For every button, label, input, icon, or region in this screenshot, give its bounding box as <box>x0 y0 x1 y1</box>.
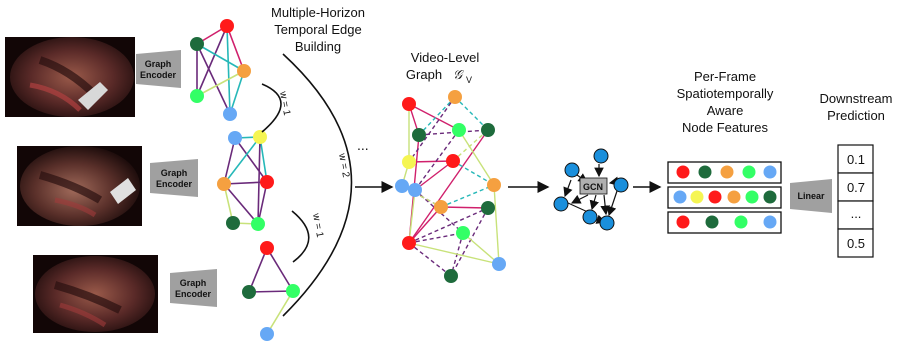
ellipsis-label: ... <box>357 137 369 153</box>
window-label-1: w = 1 <box>277 90 292 117</box>
svg-text:Graph: Graph <box>145 59 172 69</box>
graph-encoder-2: Graph Encoder <box>150 159 198 197</box>
graph-encoder-3: Graph Encoder <box>170 269 217 307</box>
svg-text:Graph: Graph <box>406 67 442 82</box>
svg-text:Per-Frame: Per-Frame <box>694 69 756 84</box>
prediction-table: 0.1 0.7 ... 0.5 <box>837 144 874 258</box>
svg-text:Prediction: Prediction <box>827 108 885 123</box>
svg-text:Aware: Aware <box>707 103 744 118</box>
svg-text:Video-Level: Video-Level <box>411 50 480 65</box>
svg-text:Spatiotemporally: Spatiotemporally <box>677 86 774 101</box>
svg-text:Downstream: Downstream <box>820 91 893 106</box>
video-title: Video-Level Graph 𝒢 V <box>406 50 479 85</box>
svg-text:Encoder: Encoder <box>156 179 193 189</box>
frame-graph-2 <box>217 130 274 231</box>
graph-encoder-1: Graph Encoder <box>136 50 181 88</box>
video-frame-3 <box>33 255 158 333</box>
frame-graph-3 <box>242 241 300 341</box>
video-frame-1 <box>5 37 135 117</box>
video-level-graph <box>395 90 506 283</box>
svg-text:Multiple-Horizon: Multiple-Horizon <box>271 5 365 20</box>
prediction-value: ... <box>851 206 862 221</box>
svg-text:Graph: Graph <box>180 278 207 288</box>
svg-text:Encoder: Encoder <box>175 289 212 299</box>
svg-text:Node Features: Node Features <box>682 120 768 135</box>
horizon-title: Multiple-Horizon Temporal Edge Building <box>271 5 365 54</box>
svg-text:Linear: Linear <box>797 191 825 201</box>
linear-layer: Linear <box>790 179 832 213</box>
downstream-title: Downstream Prediction <box>820 91 893 123</box>
temporal-arcs <box>261 53 353 317</box>
gcn-block: GCN <box>553 148 629 231</box>
svg-text:Graph: Graph <box>161 168 188 178</box>
svg-text:𝒢: 𝒢 <box>453 67 465 82</box>
prediction-value: 0.7 <box>847 180 865 195</box>
prediction-value: 0.1 <box>847 152 865 167</box>
svg-text:V: V <box>466 75 472 85</box>
perframe-title: Per-Frame Spatiotemporally Aware Node Fe… <box>677 69 774 135</box>
svg-text:Temporal Edge: Temporal Edge <box>274 22 361 37</box>
node-feature-matrix <box>667 161 782 234</box>
window-label-1b: w = 1 <box>310 212 325 239</box>
video-frame-2 <box>17 146 142 226</box>
window-label-2: w = 2 <box>336 152 351 179</box>
frame-graph-1 <box>190 19 251 121</box>
svg-text:Building: Building <box>295 39 341 54</box>
prediction-value: 0.5 <box>847 236 865 251</box>
svg-text:Encoder: Encoder <box>140 70 177 80</box>
gcn-label: GCN <box>583 182 603 192</box>
